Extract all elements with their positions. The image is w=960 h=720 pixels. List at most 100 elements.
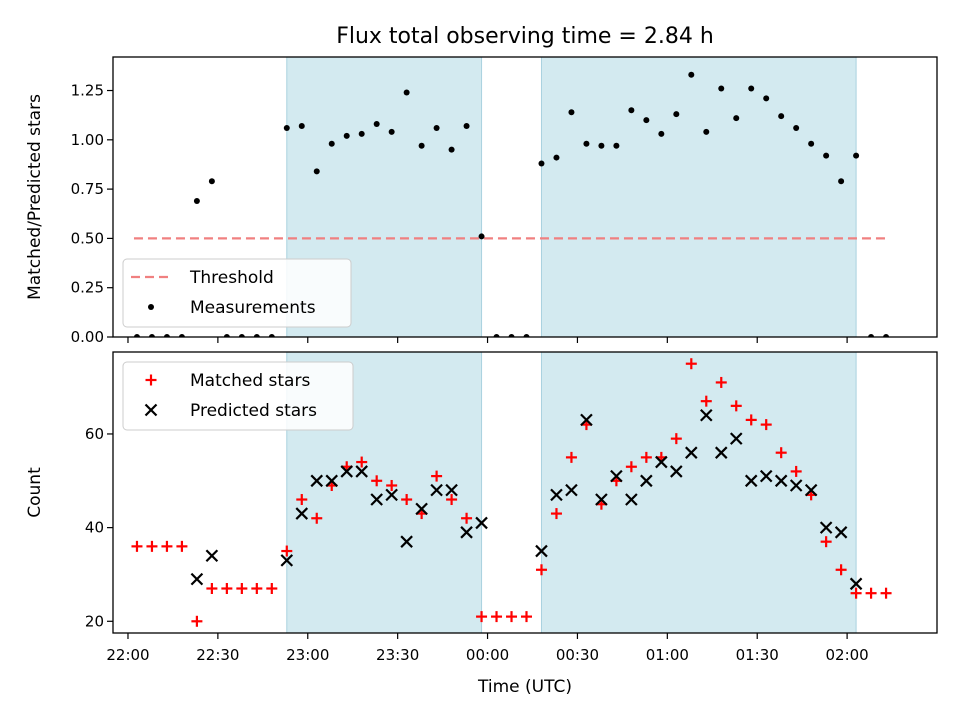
measurement-point <box>358 130 365 137</box>
measurement-point <box>853 152 860 159</box>
matched-star-point <box>461 512 473 524</box>
x-b <box>144 403 158 417</box>
legend: Threshold Measurements <box>122 258 352 328</box>
predicted-star-point <box>625 493 638 506</box>
x-b <box>774 474 788 488</box>
predicted-star-point <box>819 521 833 534</box>
measurement-point <box>433 124 440 131</box>
predicted-star-point <box>834 526 848 539</box>
predicted-star-point <box>475 516 488 530</box>
measurement-point <box>328 140 335 147</box>
x-b <box>460 526 473 539</box>
x-b <box>355 465 368 478</box>
measurement-point <box>538 160 545 167</box>
x-b <box>655 455 668 469</box>
measurement-point <box>238 334 245 337</box>
predicted-star-point <box>640 474 653 488</box>
x-b <box>804 483 818 497</box>
x-b <box>190 572 204 586</box>
matched-star-point <box>221 583 233 595</box>
legend-matched-swatch <box>145 374 157 386</box>
matched-star-point <box>191 615 203 627</box>
measurement-point <box>463 123 470 130</box>
predicted-star-point <box>565 483 578 497</box>
measurement-point <box>778 113 785 120</box>
measurement-point <box>313 168 320 175</box>
measurement-point <box>628 107 635 114</box>
measurement-point <box>703 128 710 135</box>
measurement-point <box>883 334 890 337</box>
legend-entry-label: Threshold <box>189 268 274 288</box>
x-b <box>819 521 833 534</box>
matched-star-point <box>251 583 263 595</box>
measurement-point <box>808 140 815 147</box>
x-b <box>430 483 443 497</box>
predicted-star-point <box>580 413 593 427</box>
x-b <box>445 483 458 497</box>
measurement-point <box>148 334 155 337</box>
measurement-point <box>568 109 575 116</box>
measurement-point <box>343 132 350 139</box>
matched-star-point <box>880 587 892 599</box>
y-tick-label: 0.25 <box>71 279 104 297</box>
axes-frame <box>112 351 938 634</box>
predicted-star-point <box>415 502 428 516</box>
top-panel: 0.00 0.25 0.50 0.75 1.00 1.25 Flux total obser… <box>25 24 938 346</box>
predicted-star-point <box>460 526 473 539</box>
x-b <box>744 474 758 488</box>
x-b <box>310 474 324 488</box>
measurement-point <box>643 117 650 124</box>
measurement-point <box>478 233 485 240</box>
matched-star-point <box>550 508 562 520</box>
measurement-point <box>868 334 875 337</box>
measurement-point <box>178 334 185 337</box>
matched-star-point <box>730 400 742 412</box>
matched-star-point <box>431 470 443 482</box>
predicted-star-point <box>280 554 294 567</box>
legend: Matched stars Predicted stars <box>122 361 354 431</box>
matched-star-point <box>206 583 218 595</box>
x-b <box>625 493 638 506</box>
legend-predicted-swatch <box>144 403 158 417</box>
predicted-star-point <box>400 535 413 548</box>
measurement-point <box>298 123 305 130</box>
x-tick-label: 23:30 <box>376 646 419 664</box>
measurement-point <box>733 115 740 122</box>
matched-star-point <box>476 611 488 623</box>
measurement-point <box>613 142 620 149</box>
predicted-star-point <box>700 408 713 422</box>
matched-star-point <box>356 456 368 468</box>
x-b <box>370 493 383 506</box>
predicted-star-point <box>610 469 623 483</box>
matched-star-point <box>820 536 832 548</box>
matched-star-point <box>640 451 652 463</box>
predicted-star-point <box>310 474 324 488</box>
x-b <box>580 413 593 427</box>
matched-star-point <box>790 465 802 477</box>
legend-entry-label: Matched stars <box>190 371 310 391</box>
x-b <box>759 469 773 483</box>
measurement-point <box>133 334 140 337</box>
axes-frame <box>112 56 938 338</box>
matched-star-point <box>715 376 727 388</box>
predicted-star-point <box>774 474 788 488</box>
legend-entry-label: Measurements <box>190 298 316 318</box>
predicted-star-point <box>445 483 458 497</box>
predicted-star-point <box>849 577 863 591</box>
measurement-point <box>823 152 830 159</box>
x-tick-label: 00:30 <box>556 646 599 664</box>
matched-star-point <box>131 540 143 552</box>
x-tick-label: 00:00 <box>466 646 509 664</box>
x-b <box>685 446 698 459</box>
measurement-point <box>508 334 515 337</box>
x-b <box>415 502 428 516</box>
y-tick-label: 0.50 <box>71 229 104 247</box>
matched-star-point <box>835 564 847 576</box>
predicted-star-point <box>295 507 309 520</box>
predicted-star-point <box>685 446 698 459</box>
predicted-star-point <box>804 483 818 497</box>
predicted-star-point <box>340 465 353 478</box>
x-tick-label: 23:00 <box>286 646 329 664</box>
matched-star-point <box>161 540 173 552</box>
